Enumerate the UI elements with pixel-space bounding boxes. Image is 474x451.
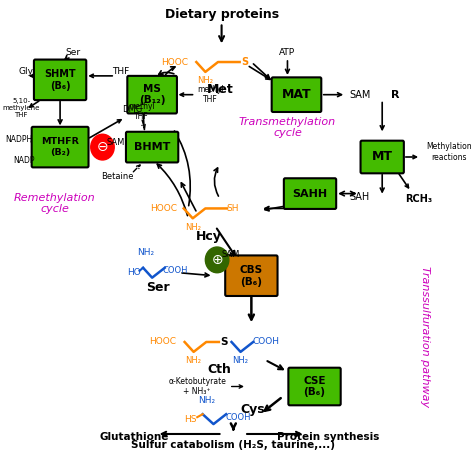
Text: NH₂: NH₂	[186, 356, 201, 365]
Text: methyl
THF: methyl THF	[197, 85, 224, 104]
Text: HOOC: HOOC	[161, 58, 188, 67]
Text: S: S	[220, 337, 228, 347]
Text: COOH: COOH	[163, 266, 188, 275]
FancyBboxPatch shape	[361, 141, 404, 173]
Text: Cys: Cys	[241, 403, 265, 416]
Text: NH₂: NH₂	[185, 223, 201, 232]
Text: α-Ketobutyrate
+ NH₃⁺: α-Ketobutyrate + NH₃⁺	[168, 377, 226, 396]
Text: COOH: COOH	[226, 413, 252, 422]
Text: NH₂: NH₂	[233, 356, 248, 365]
Text: COOH: COOH	[252, 337, 279, 346]
Text: R: R	[392, 90, 400, 100]
Text: NH₂: NH₂	[137, 249, 155, 258]
Text: NH₂: NH₂	[197, 76, 213, 85]
Text: HO: HO	[127, 268, 141, 277]
Text: Sulfur catabolism (H₂S, taurine,...): Sulfur catabolism (H₂S, taurine,...)	[131, 440, 335, 450]
Text: Transsulfuration pathway: Transsulfuration pathway	[419, 267, 429, 408]
Text: ⊖: ⊖	[97, 140, 108, 154]
FancyBboxPatch shape	[284, 178, 336, 209]
Text: NADPH: NADPH	[5, 135, 32, 144]
Text: BHMT: BHMT	[134, 142, 170, 152]
Text: Transmethylation
cycle: Transmethylation cycle	[239, 116, 336, 138]
FancyBboxPatch shape	[128, 76, 177, 114]
Text: MT: MT	[372, 151, 392, 164]
FancyBboxPatch shape	[126, 132, 178, 162]
Text: SHMT
(B₆): SHMT (B₆)	[44, 69, 76, 91]
Text: Protein synthesis: Protein synthesis	[277, 432, 379, 442]
Text: CSE
(B₆): CSE (B₆)	[303, 376, 326, 397]
Circle shape	[91, 134, 114, 160]
Text: RCH₃: RCH₃	[405, 193, 432, 203]
Text: HOOC: HOOC	[150, 204, 177, 213]
Text: Cth: Cth	[208, 363, 232, 376]
Text: Ser: Ser	[146, 281, 169, 294]
Text: NADP: NADP	[13, 156, 35, 166]
Text: 5,10-
methylene
THF: 5,10- methylene THF	[2, 97, 40, 118]
Text: Remethylation
cycle: Remethylation cycle	[14, 193, 95, 214]
Text: CBS
(B₆): CBS (B₆)	[240, 265, 263, 286]
Text: Hcy: Hcy	[196, 230, 222, 243]
Text: Dietary proteins: Dietary proteins	[164, 8, 279, 21]
Text: THF: THF	[112, 67, 129, 76]
Text: SH: SH	[226, 204, 239, 213]
Text: NH₂: NH₂	[198, 396, 215, 405]
Text: SAM: SAM	[221, 250, 240, 259]
Text: Betaine: Betaine	[101, 172, 134, 181]
Text: HOOC: HOOC	[149, 337, 176, 346]
Text: SAHH: SAHH	[292, 189, 328, 198]
Text: Methylation
reactions: Methylation reactions	[427, 143, 472, 162]
Text: SAM: SAM	[349, 90, 370, 100]
Text: Glutathione: Glutathione	[100, 432, 169, 442]
Text: methyl
THF: methyl THF	[128, 102, 155, 121]
FancyBboxPatch shape	[272, 78, 321, 112]
Text: Gly: Gly	[18, 67, 33, 76]
FancyBboxPatch shape	[225, 255, 278, 296]
FancyBboxPatch shape	[288, 368, 341, 405]
Text: MTHFR
(B₂): MTHFR (B₂)	[41, 138, 79, 157]
Text: ⊕: ⊕	[211, 253, 223, 267]
FancyBboxPatch shape	[32, 127, 89, 167]
Text: DMG: DMG	[122, 105, 142, 114]
FancyBboxPatch shape	[34, 60, 86, 100]
Text: SAH: SAH	[349, 192, 370, 202]
Text: Ser: Ser	[65, 48, 80, 57]
Text: SAM: SAM	[107, 138, 125, 147]
Text: MS
(B₁₂): MS (B₁₂)	[139, 84, 165, 106]
Circle shape	[205, 247, 229, 273]
Text: S: S	[241, 57, 249, 67]
Text: HS: HS	[184, 414, 196, 423]
Text: MAT: MAT	[282, 88, 311, 101]
Text: Met: Met	[206, 83, 233, 96]
Text: ATP: ATP	[279, 48, 295, 57]
